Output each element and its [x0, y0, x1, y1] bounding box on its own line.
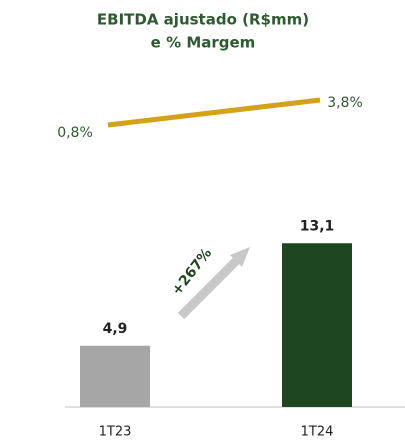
x-tick-label: 1T24 [301, 425, 334, 440]
chart-title: EBITDA ajustado (R$mm) [97, 11, 309, 29]
data-label: 3,8% [327, 95, 363, 111]
x-tick-label: 1T23 [99, 425, 132, 440]
bar [282, 243, 352, 407]
data-label: 4,9 [103, 321, 128, 337]
chart-subtitle: e % Margem [151, 34, 256, 52]
growth-arrow [177, 247, 250, 320]
bar [80, 345, 150, 407]
data-label: 13,1 [300, 218, 335, 234]
data-label: 0,8% [57, 125, 93, 141]
line [107, 97, 321, 128]
